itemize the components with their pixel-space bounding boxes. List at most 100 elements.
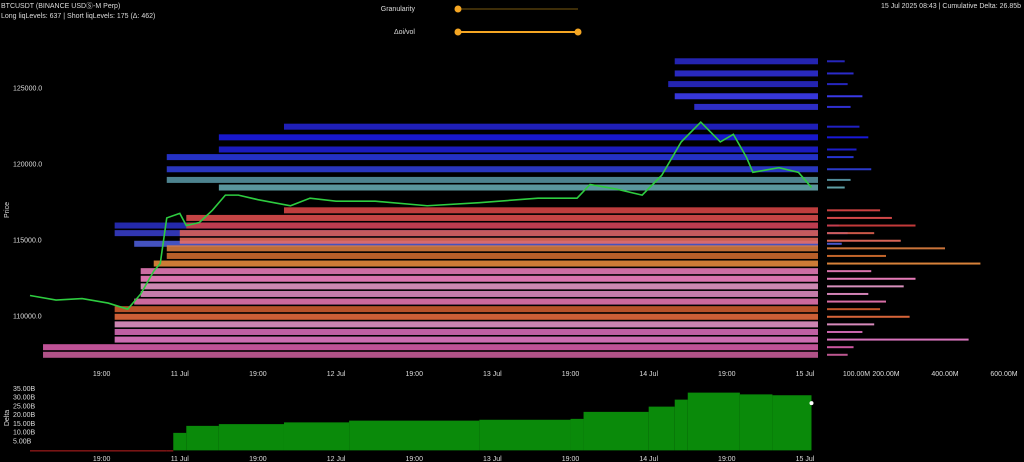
status: 15 Jul 2025 08:43 | Cumulative Delta: 26… <box>881 3 1021 10</box>
liq-volume-bar <box>827 105 851 108</box>
x-tick-label: 19:00 <box>93 371 111 378</box>
x-tick-label: 13 Jul <box>483 371 502 378</box>
liq-volume-bar <box>827 254 887 257</box>
liq-volume-bar <box>827 186 845 189</box>
liq-volume-bar <box>827 224 916 227</box>
liq-level <box>218 146 818 153</box>
liq-volume-bar <box>827 239 901 242</box>
liq-level <box>140 268 818 275</box>
liq-volume-bar <box>827 242 842 245</box>
x-tick-label: 14 Jul <box>639 371 658 378</box>
y-tick-label: 110000.0 <box>13 314 42 321</box>
granularity-slider[interactable] <box>454 5 579 13</box>
liq-volume-bar <box>827 168 872 171</box>
y-tick-label: 115000.0 <box>13 238 42 245</box>
liq-level <box>674 93 818 100</box>
x-tick-label: 19:00 <box>249 371 267 378</box>
y-tick-label: 30.00B <box>13 395 36 402</box>
delta-step <box>687 392 740 451</box>
liq-level <box>218 184 818 191</box>
liq-volume-bar <box>827 216 892 219</box>
liq-volume-bar <box>827 156 854 159</box>
delta-step <box>186 425 219 451</box>
y-tick-label: 25.00B <box>13 403 36 410</box>
liq-volume-bar <box>827 178 851 181</box>
liq-volume-bar <box>827 60 845 63</box>
title: BTCUSDT (BINANCE USDⓈ-M Perp) <box>1 2 120 10</box>
delta-step <box>772 395 812 451</box>
liq-volume-bar <box>827 285 904 288</box>
liq-volume-bar <box>827 209 881 212</box>
liq-level <box>674 58 818 65</box>
x-tick-label: 19:00 <box>93 456 111 462</box>
liq-level <box>114 328 819 335</box>
liq-level <box>179 230 818 237</box>
liq-volume-bar <box>827 72 854 75</box>
liq-level <box>186 214 819 221</box>
liq-volume-bar <box>827 270 872 273</box>
y-axis-label: Delta <box>4 410 11 426</box>
liq-level <box>674 70 818 77</box>
delta-step <box>739 394 773 451</box>
y-axis-label: Price <box>4 202 11 218</box>
y-tick-label: 10.00B <box>13 430 36 437</box>
oi-vol-slider[interactable] <box>454 28 582 36</box>
x-tick-label: 12 Jul <box>327 456 346 462</box>
control-label: Granularity <box>381 6 416 13</box>
liq-level <box>140 283 818 290</box>
liq-level <box>166 154 819 161</box>
liq-level <box>166 245 819 252</box>
liq-volume-bar <box>827 148 857 151</box>
liq-volume-bar <box>827 125 860 128</box>
price-line <box>29 120 813 311</box>
liq-level <box>166 252 819 259</box>
liq-volume-bar <box>827 292 869 295</box>
x-tick-label: 13 Jul <box>483 456 502 462</box>
x-tick-label: 15 Jul <box>796 456 815 462</box>
liq-volume-bar <box>827 247 946 250</box>
slider-handle[interactable] <box>454 5 462 13</box>
liq-level <box>179 237 818 244</box>
y-tick-label: 125000.0 <box>13 86 42 93</box>
liq-level <box>283 207 818 214</box>
liq-level <box>134 298 818 305</box>
liq-volume-bar <box>827 277 916 280</box>
liq-level <box>283 123 818 130</box>
delta-step <box>349 420 480 451</box>
y-tick-label: 15.00B <box>13 421 36 428</box>
delta-step <box>173 432 187 451</box>
slider-handle[interactable] <box>574 28 582 36</box>
x-tick-label: 14 Jul <box>639 456 658 462</box>
control-label: Δoi/vol <box>394 29 415 36</box>
x-tick-label: 400.00M <box>931 371 958 378</box>
y-tick-label: 120000.0 <box>13 162 42 169</box>
slider-handle[interactable] <box>454 28 462 36</box>
liq-volume-bar <box>827 308 881 311</box>
y-tick-label: 5.00B <box>13 438 32 445</box>
x-tick-label: 12 Jul <box>327 371 346 378</box>
liq-volume-bar <box>827 300 887 303</box>
liq-volume-bar <box>827 338 969 341</box>
liq-level <box>166 166 819 173</box>
liq-volume-bar <box>827 353 848 356</box>
delta-step <box>583 411 649 451</box>
x-tick-label: 19:00 <box>562 456 580 462</box>
liq-level <box>166 176 819 183</box>
delta-step <box>166 450 174 452</box>
liq-level <box>43 344 819 351</box>
liq-volume-bar <box>827 136 869 139</box>
x-tick-label: 11 Jul <box>171 456 190 462</box>
x-tick-label: 15 Jul <box>796 371 815 378</box>
liq-level <box>114 321 819 328</box>
x-tick-label: 19:00 <box>405 371 423 378</box>
liq-volume-bar <box>827 95 863 98</box>
x-tick-label: 600.00M <box>990 371 1017 378</box>
liq-level <box>114 313 819 320</box>
delta-step <box>648 406 675 451</box>
liq-level <box>140 275 818 282</box>
x-tick-label: 19:00 <box>405 456 423 462</box>
liq-volume-bar <box>827 323 875 326</box>
liq-volume-bar <box>827 83 848 86</box>
delta-step <box>570 418 584 451</box>
